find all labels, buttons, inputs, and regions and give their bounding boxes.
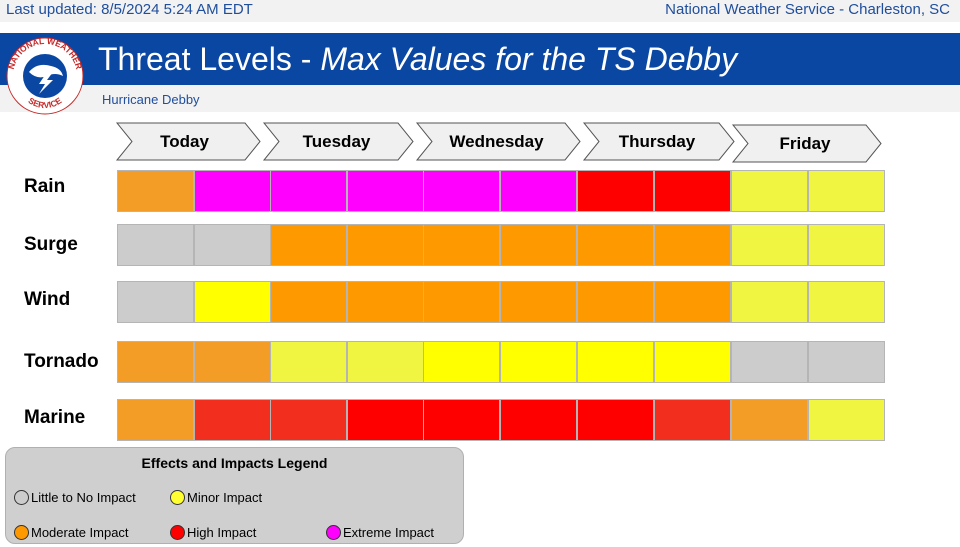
threat-cell-wind-7 bbox=[577, 281, 654, 323]
threat-cell-surge-4 bbox=[347, 224, 424, 266]
threat-cell-rain-10 bbox=[808, 170, 885, 212]
day-label-tuesday: Tuesday bbox=[303, 132, 371, 151]
threat-cell-surge-10 bbox=[808, 224, 885, 266]
day-chevron-tuesday bbox=[262, 122, 414, 161]
threat-cell-surge-1 bbox=[117, 224, 194, 266]
last-updated-text: Last updated: 8/5/2024 5:24 AM EDT bbox=[6, 1, 253, 18]
threat-cell-marine-1 bbox=[117, 399, 194, 441]
legend-swatch-high bbox=[170, 525, 185, 541]
threat-cell-surge-8 bbox=[654, 224, 731, 266]
threat-cell-tornado-9 bbox=[731, 341, 808, 383]
threat-label-surge: Surge bbox=[24, 234, 78, 255]
day-label-today: Today bbox=[160, 132, 209, 151]
day-chevron-friday bbox=[731, 124, 882, 163]
legend-swatch-extreme bbox=[326, 525, 341, 541]
threat-cell-surge-9 bbox=[731, 224, 808, 266]
title-main: Threat Levels - bbox=[98, 41, 321, 77]
threat-cell-marine-4 bbox=[347, 399, 424, 441]
title-italic: Max Values for the TS Debby bbox=[320, 41, 738, 77]
threat-cell-marine-8 bbox=[654, 399, 731, 441]
day-label-thursday: Thursday bbox=[619, 132, 696, 151]
threat-cell-rain-9 bbox=[731, 170, 808, 212]
subtitle-bar: Hurricane Debby bbox=[0, 85, 960, 112]
threat-cell-marine-2 bbox=[194, 399, 271, 441]
threat-cell-wind-8 bbox=[654, 281, 731, 323]
threat-cell-wind-10 bbox=[808, 281, 885, 323]
threat-cell-tornado-8 bbox=[654, 341, 731, 383]
threat-cell-tornado-5 bbox=[423, 341, 500, 383]
threat-cell-wind-2 bbox=[194, 281, 271, 323]
threat-cell-rain-2 bbox=[194, 170, 271, 212]
threat-cell-marine-9 bbox=[731, 399, 808, 441]
legend-item-none: Little to No Impact bbox=[14, 489, 136, 506]
title-banner: Threat Levels - Max Values for the TS De… bbox=[0, 33, 960, 85]
threat-cell-tornado-10 bbox=[808, 341, 885, 383]
threat-cell-tornado-1 bbox=[117, 341, 194, 383]
threat-cell-rain-1 bbox=[117, 170, 194, 212]
threat-cell-marine-10 bbox=[808, 399, 885, 441]
threat-cell-rain-4 bbox=[347, 170, 424, 212]
logo-text-bottom: SERVICE bbox=[27, 95, 64, 110]
office-name-text: National Weather Service - Charleston, S… bbox=[665, 1, 950, 18]
threat-label-tornado: Tornado bbox=[24, 351, 99, 372]
impacts-legend: Effects and Impacts Legend Little to No … bbox=[5, 447, 464, 544]
legend-item-moderate: Moderate Impact bbox=[14, 524, 129, 541]
legend-swatch-minor bbox=[170, 490, 185, 506]
legend-swatch-none bbox=[14, 490, 29, 506]
threat-cell-rain-5 bbox=[423, 170, 500, 212]
threat-cell-marine-5 bbox=[423, 399, 500, 441]
legend-swatch-moderate bbox=[14, 525, 29, 541]
threat-label-marine: Marine bbox=[24, 407, 86, 428]
day-label-wednesday: Wednesday bbox=[449, 132, 544, 151]
legend-item-high: High Impact bbox=[170, 524, 256, 541]
top-info-bar: Last updated: 8/5/2024 5:24 AM EDT Natio… bbox=[0, 0, 960, 22]
threat-cell-surge-7 bbox=[577, 224, 654, 266]
threat-cell-wind-4 bbox=[347, 281, 424, 323]
threat-cell-tornado-4 bbox=[347, 341, 424, 383]
threat-cell-wind-1 bbox=[117, 281, 194, 323]
threat-cell-marine-7 bbox=[577, 399, 654, 441]
threat-cell-rain-3 bbox=[270, 170, 347, 212]
threat-cell-rain-7 bbox=[577, 170, 654, 212]
threat-cell-surge-3 bbox=[270, 224, 347, 266]
nws-logo: NATIONAL WEATHER SERVICE bbox=[6, 36, 84, 115]
threat-cell-wind-5 bbox=[423, 281, 500, 323]
threat-cell-marine-6 bbox=[500, 399, 577, 441]
threat-cell-wind-9 bbox=[731, 281, 808, 323]
day-chevron-wednesday bbox=[415, 122, 581, 161]
threat-cell-wind-6 bbox=[500, 281, 577, 323]
threat-cell-tornado-6 bbox=[500, 341, 577, 383]
threat-cell-surge-5 bbox=[423, 224, 500, 266]
day-chevron-today bbox=[115, 122, 261, 161]
legend-item-extreme: Extreme Impact bbox=[326, 524, 434, 541]
legend-title: Effects and Impacts Legend bbox=[141, 455, 328, 471]
page-title: Threat Levels - Max Values for the TS De… bbox=[98, 41, 737, 78]
threat-cell-surge-6 bbox=[500, 224, 577, 266]
threat-label-rain: Rain bbox=[24, 176, 66, 197]
threat-label-wind: Wind bbox=[24, 289, 71, 310]
threat-cell-surge-2 bbox=[194, 224, 271, 266]
threat-cell-tornado-3 bbox=[270, 341, 347, 383]
day-headers-svg: Today Tuesday Wednesday Thursday Friday bbox=[115, 122, 882, 163]
svg-text:SERVICE: SERVICE bbox=[27, 95, 64, 110]
threat-cell-rain-8 bbox=[654, 170, 731, 212]
storm-name-subtitle: Hurricane Debby bbox=[102, 92, 200, 107]
legend-item-minor: Minor Impact bbox=[170, 489, 262, 506]
threat-cell-marine-3 bbox=[270, 399, 347, 441]
day-chevron-thursday bbox=[582, 122, 735, 161]
threat-cell-rain-6 bbox=[500, 170, 577, 212]
day-label-friday: Friday bbox=[779, 134, 831, 153]
threat-cell-wind-3 bbox=[270, 281, 347, 323]
threat-cell-tornado-7 bbox=[577, 341, 654, 383]
threat-cell-tornado-2 bbox=[194, 341, 271, 383]
